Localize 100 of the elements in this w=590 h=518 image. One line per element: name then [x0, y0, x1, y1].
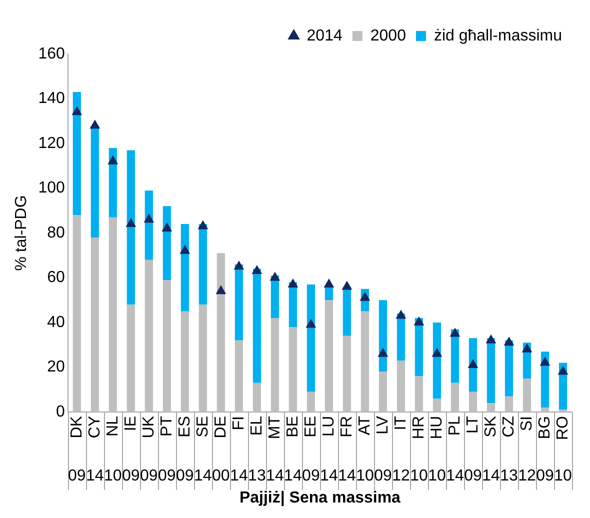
- y-tick-label: 140: [38, 90, 65, 108]
- x-axis-title: Pajjiż| Sena massima: [239, 489, 401, 506]
- bar: [162, 280, 171, 412]
- category-label: SI 12: [518, 416, 536, 484]
- category-label: LT 09: [464, 416, 482, 484]
- point: [558, 366, 568, 375]
- bar: [144, 260, 153, 412]
- point: [414, 316, 424, 326]
- bar: [108, 217, 117, 412]
- category-label: PT 09: [158, 416, 176, 484]
- category-label: HU 10: [428, 416, 446, 484]
- bar: [234, 264, 243, 340]
- bar: [90, 237, 99, 412]
- point: [162, 222, 172, 232]
- bar: [396, 360, 406, 412]
- y-tick-label: 160: [38, 45, 65, 62]
- bar: [522, 378, 532, 412]
- legend-label: 2014: [306, 27, 342, 44]
- bar: [288, 326, 297, 412]
- point: [72, 106, 82, 116]
- point: [396, 310, 406, 319]
- bar: [432, 398, 442, 412]
- bar: [126, 150, 135, 305]
- bar: [144, 190, 153, 260]
- point: [522, 343, 532, 352]
- bar: [450, 382, 460, 412]
- bar: [504, 340, 514, 396]
- point: [306, 318, 316, 328]
- y-axis-title: % tal-PDG: [13, 195, 30, 271]
- point: [540, 356, 550, 366]
- bar: [234, 340, 243, 412]
- bar: [450, 329, 460, 383]
- category-label: LU 14: [320, 416, 338, 484]
- point: [486, 334, 496, 344]
- category-label: CZ 13: [500, 416, 518, 484]
- bar: [126, 304, 135, 412]
- category-label: SE 14: [194, 416, 212, 484]
- point: [288, 278, 298, 288]
- point: [126, 218, 136, 228]
- bar: [72, 92, 81, 216]
- point: [378, 348, 388, 357]
- point: [234, 260, 244, 270]
- y-tick-label: 100: [38, 180, 65, 197]
- y-tick-label: 0: [56, 403, 65, 420]
- category-label: FR 14: [338, 416, 356, 484]
- bar: [108, 148, 117, 218]
- point: [108, 155, 118, 164]
- bar: [378, 372, 388, 412]
- bar: [414, 376, 424, 412]
- category-label: AT 10: [356, 416, 374, 484]
- y-tick-label: 120: [38, 134, 65, 152]
- bar: [324, 300, 333, 412]
- category-label: DK 09: [68, 416, 86, 484]
- bar: [252, 268, 261, 383]
- point: [432, 348, 442, 357]
- bar: [342, 336, 352, 412]
- point: [324, 278, 334, 288]
- y-tick-label: 60: [47, 269, 65, 286]
- bar: [486, 403, 496, 412]
- category-label: MT 14: [266, 416, 284, 484]
- category-label: CY 14: [86, 416, 104, 484]
- bar: [378, 300, 388, 372]
- bar: [198, 224, 207, 305]
- category-label: EL 13: [248, 416, 266, 484]
- category-label: BE 14: [284, 416, 302, 484]
- bar: [72, 215, 81, 412]
- point: [216, 285, 226, 294]
- category-label: LV 09: [374, 416, 392, 484]
- bar: [306, 392, 315, 412]
- point: [90, 120, 100, 129]
- y-tick-label: 20: [47, 358, 65, 376]
- bar: [486, 338, 496, 404]
- point: [252, 265, 262, 274]
- y-tick-label: 80: [47, 224, 65, 242]
- category-label: RO 10: [554, 416, 572, 484]
- category-label: SK 14: [482, 416, 500, 484]
- bar: [216, 253, 225, 412]
- bar: [180, 224, 189, 312]
- y-tick-label: 40: [47, 314, 65, 331]
- legend-label: 2000: [370, 27, 406, 44]
- bar: [432, 322, 442, 399]
- category-label: IT 12: [392, 416, 410, 484]
- bar: [540, 408, 550, 412]
- category-label: EE 09: [302, 416, 320, 484]
- bar: [342, 286, 352, 336]
- bar: [504, 396, 514, 412]
- bar: [468, 392, 478, 412]
- point: [360, 292, 370, 301]
- bar: [270, 318, 279, 412]
- bar: [324, 286, 333, 300]
- category-label: IE 09: [122, 416, 140, 484]
- bar: [306, 284, 315, 392]
- bar: [198, 304, 207, 412]
- category-label: ES 09: [176, 416, 194, 484]
- point: [180, 244, 190, 254]
- bar: [252, 382, 261, 412]
- point: [504, 336, 514, 346]
- bar: [360, 311, 370, 412]
- category-label: UK 09: [140, 416, 158, 484]
- bar: [90, 126, 99, 238]
